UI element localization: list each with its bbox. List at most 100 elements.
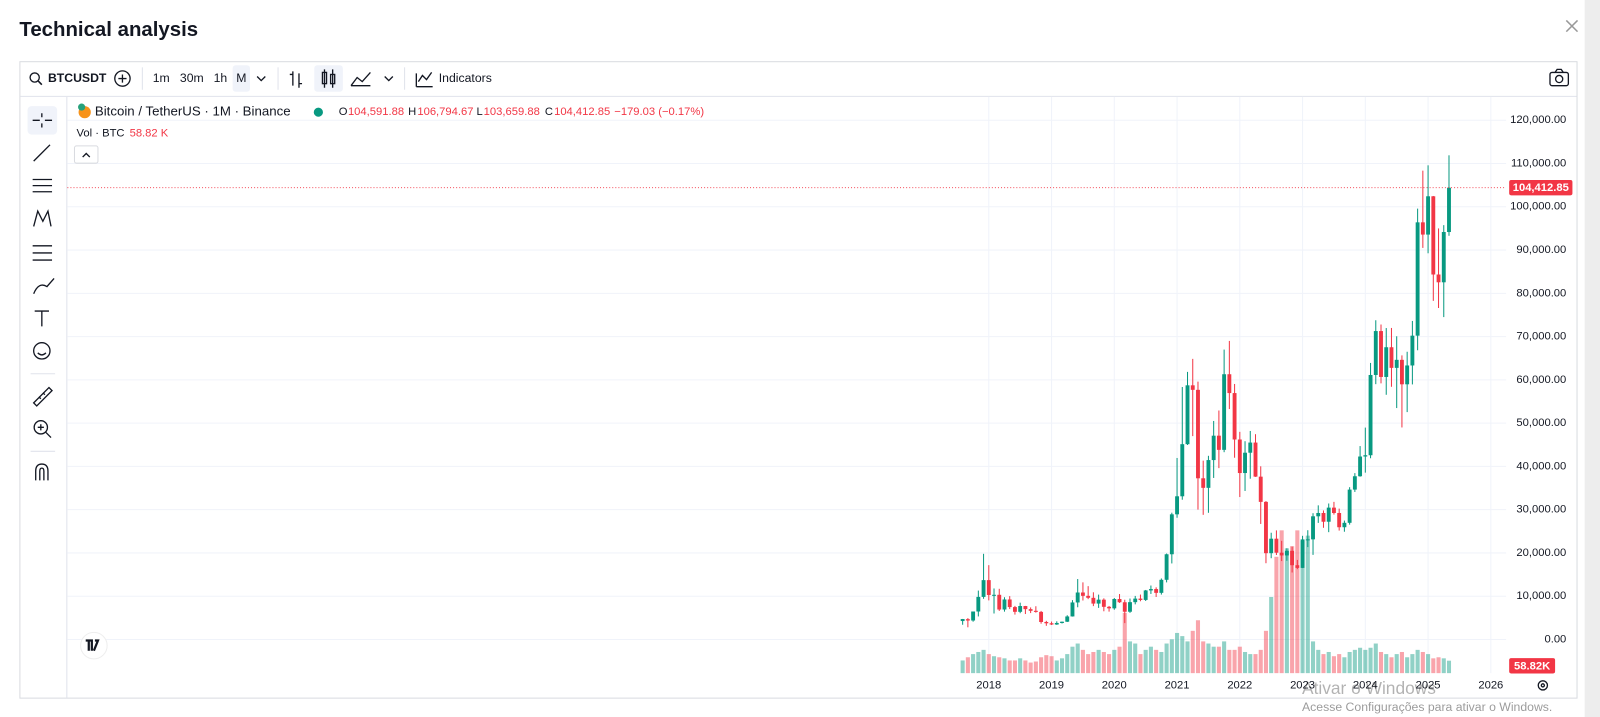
volume-bar	[1310, 641, 1316, 674]
zoom-tool[interactable]	[33, 420, 52, 439]
x-tick-label: 2023	[1290, 679, 1315, 691]
y-tick-label: 110,000.00	[1511, 157, 1566, 169]
volume-bar	[1211, 646, 1216, 674]
symbol[interactable]: BTCUSDT	[48, 71, 107, 85]
candle-body	[1253, 442, 1258, 477]
candle-body	[1337, 512, 1342, 528]
candle-body	[1091, 597, 1096, 604]
indicators-icon[interactable]	[415, 72, 433, 88]
volume-bar	[1206, 643, 1211, 674]
candle-body	[1002, 599, 1007, 610]
crosshair-tool[interactable]	[32, 113, 53, 128]
volume-bar	[1331, 656, 1336, 674]
last-price-tag	[1509, 180, 1573, 196]
x-tick-label: 2020	[1102, 679, 1127, 691]
collapse-legend[interactable]	[73, 145, 99, 164]
ruler-tool[interactable]	[32, 386, 53, 407]
volume-bar	[1033, 661, 1038, 674]
interval[interactable]: M	[236, 71, 246, 85]
axis-settings[interactable]	[1537, 680, 1549, 691]
candle-body	[1143, 590, 1148, 600]
y-tick-label: 50,000.00	[1516, 417, 1566, 429]
candle-body	[1117, 599, 1122, 603]
volume-bar	[1007, 660, 1012, 674]
y-tick-label: 60,000.00	[1516, 374, 1566, 386]
interval-active	[232, 65, 250, 92]
candle-body	[1284, 550, 1289, 556]
candles-style-active[interactable]	[314, 65, 343, 92]
screenshot[interactable]	[1549, 68, 1570, 87]
candle-body	[1075, 592, 1080, 603]
candle-body	[971, 611, 976, 621]
axes: 0.00 10,000.00 20,000.00 30,000.00 40,000.00…	[67, 114, 1573, 691]
candle-body	[1044, 621, 1049, 624]
volume-bar	[1420, 651, 1425, 674]
volume-bar	[1222, 641, 1227, 674]
brush-tool[interactable]	[33, 277, 55, 294]
x-tick-label: 2019	[1039, 679, 1064, 691]
volume-bar	[1342, 657, 1347, 674]
volume-bar	[1070, 646, 1075, 674]
area-style[interactable]	[350, 71, 371, 87]
candle-body	[1258, 476, 1263, 502]
candle-body	[976, 596, 981, 612]
candle-body	[1405, 365, 1410, 385]
volume-bar	[1248, 654, 1253, 674]
candle-body	[1410, 335, 1415, 366]
symbol-search[interactable]: BTCUSDT	[29, 71, 107, 86]
volume-bar	[976, 651, 981, 674]
icon-tool[interactable]	[33, 342, 51, 360]
candle-body	[1441, 232, 1446, 283]
volume-bar	[991, 656, 997, 674]
volume-bar	[1253, 654, 1258, 674]
text-tool[interactable]	[34, 310, 49, 327]
candle-body	[1096, 599, 1101, 604]
pattern-tool[interactable]	[33, 209, 52, 227]
candle-body	[1321, 512, 1326, 522]
candle-body	[1180, 444, 1185, 497]
trend-line-tool[interactable]	[33, 144, 51, 162]
magnet-tool[interactable]	[35, 463, 49, 481]
tool-active[interactable]	[27, 106, 58, 135]
compare-button[interactable]	[114, 70, 131, 87]
volume-bar	[1274, 556, 1279, 674]
volume-legend: Vol · BTC	[77, 128, 125, 140]
candle-body	[1232, 393, 1237, 440]
fib-tool[interactable]	[32, 178, 53, 193]
volume-bar	[1316, 649, 1321, 674]
indicators[interactable]: Indicators	[439, 71, 492, 85]
candle-body	[1190, 385, 1195, 390]
candle-body	[1347, 489, 1352, 523]
style-menu[interactable]	[384, 76, 394, 82]
candle-body	[1039, 611, 1044, 622]
close-button[interactable]	[1565, 19, 1579, 33]
volume-bar	[1384, 654, 1389, 674]
interval[interactable]: 1m	[153, 71, 170, 85]
candle-body	[1080, 592, 1085, 596]
candle-body	[1154, 589, 1159, 593]
volume-bar	[1373, 643, 1378, 674]
interval-menu[interactable]	[256, 76, 266, 82]
volume-bar	[1227, 649, 1232, 674]
volume-bar	[960, 660, 965, 674]
volume-bar	[1117, 646, 1122, 674]
volume-bar	[1091, 651, 1096, 674]
volume-bar	[1436, 657, 1441, 674]
candle-body	[1394, 359, 1399, 368]
volume-bar	[1002, 658, 1007, 674]
bars-style[interactable]	[289, 71, 303, 88]
x-tick-label: 2021	[1165, 679, 1190, 691]
volume-bar	[1039, 657, 1044, 674]
interval[interactable]: 1h	[214, 71, 228, 85]
usdt-icon	[78, 103, 86, 111]
volume-bar	[1290, 546, 1295, 674]
y-tick-label: 90,000.00	[1516, 244, 1566, 256]
candle-body	[1049, 623, 1054, 625]
volume-bar	[1028, 662, 1033, 674]
y-tick-label: 80,000.00	[1516, 287, 1566, 299]
interval[interactable]: 30m	[180, 71, 204, 85]
x-tick-label: 2018	[976, 679, 1001, 691]
volume-bar	[1446, 660, 1452, 674]
prediction-tool[interactable]	[32, 245, 53, 261]
